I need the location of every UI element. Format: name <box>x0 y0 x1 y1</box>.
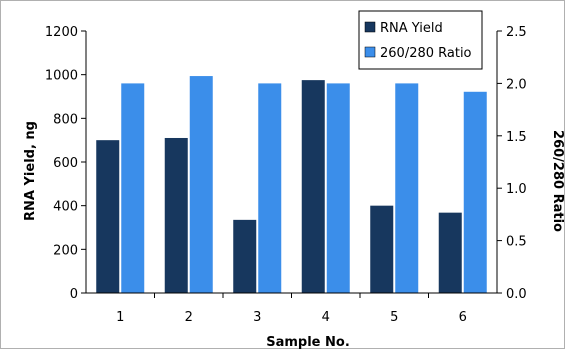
bar-260-280-ratio <box>258 83 281 293</box>
x-tick-label: 3 <box>253 310 261 325</box>
legend-swatch-260-280-ratio <box>365 47 375 57</box>
right-axis-ticks: 0.0 0.5 1.0 1.5 2.0 2.5 <box>497 25 527 302</box>
left-axis-title: RNA Yield, ng <box>23 121 38 221</box>
right-tick-label: 0.0 <box>506 287 527 302</box>
left-tick-label: 800 <box>53 112 78 127</box>
right-tick-label: 2.5 <box>506 25 527 40</box>
bars-group <box>96 76 487 293</box>
bar-rna-yield <box>96 140 119 293</box>
bar-rna-yield <box>302 80 325 293</box>
bar-rna-yield <box>439 213 462 293</box>
x-tick-label: 5 <box>390 310 398 325</box>
left-tick-label: 0 <box>70 287 78 302</box>
right-tick-label: 2.0 <box>506 77 527 92</box>
right-tick-label: 1.0 <box>506 182 527 197</box>
left-tick-label: 1200 <box>45 25 78 40</box>
right-axis-title: 260/280 Ratio <box>550 130 565 232</box>
right-tick-label: 0.5 <box>506 235 527 250</box>
bar-rna-yield <box>165 138 188 293</box>
x-axis-title: Sample No. <box>266 335 350 350</box>
x-tick-label: 1 <box>116 310 124 325</box>
axes-group <box>86 31 497 293</box>
bar-260-280-ratio <box>121 83 144 293</box>
x-axis-ticks: 1 2 3 4 5 6 <box>116 293 467 325</box>
right-tick-label: 1.5 <box>506 130 527 145</box>
legend-label-rna-yield: RNA Yield <box>380 21 443 36</box>
x-tick-label: 4 <box>322 310 330 325</box>
bar-260-280-ratio <box>395 83 418 293</box>
bar-rna-yield <box>370 206 393 293</box>
left-tick-label: 200 <box>53 243 78 258</box>
bar-260-280-ratio <box>190 76 213 293</box>
bar-rna-yield <box>233 220 256 293</box>
x-tick-label: 6 <box>459 310 467 325</box>
bar-260-280-ratio <box>464 92 487 293</box>
left-tick-label: 400 <box>53 200 78 215</box>
bar-260-280-ratio <box>327 83 350 293</box>
x-tick-label: 2 <box>185 310 193 325</box>
left-tick-label: 1000 <box>45 69 78 84</box>
legend-swatch-rna-yield <box>365 22 375 32</box>
left-tick-label: 600 <box>53 156 78 171</box>
legend-label-260-280-ratio: 260/280 Ratio <box>380 46 472 61</box>
left-axis-ticks: 0 200 400 600 800 1000 1200 <box>45 25 86 302</box>
legend: RNA Yield 260/280 Ratio <box>359 11 482 69</box>
